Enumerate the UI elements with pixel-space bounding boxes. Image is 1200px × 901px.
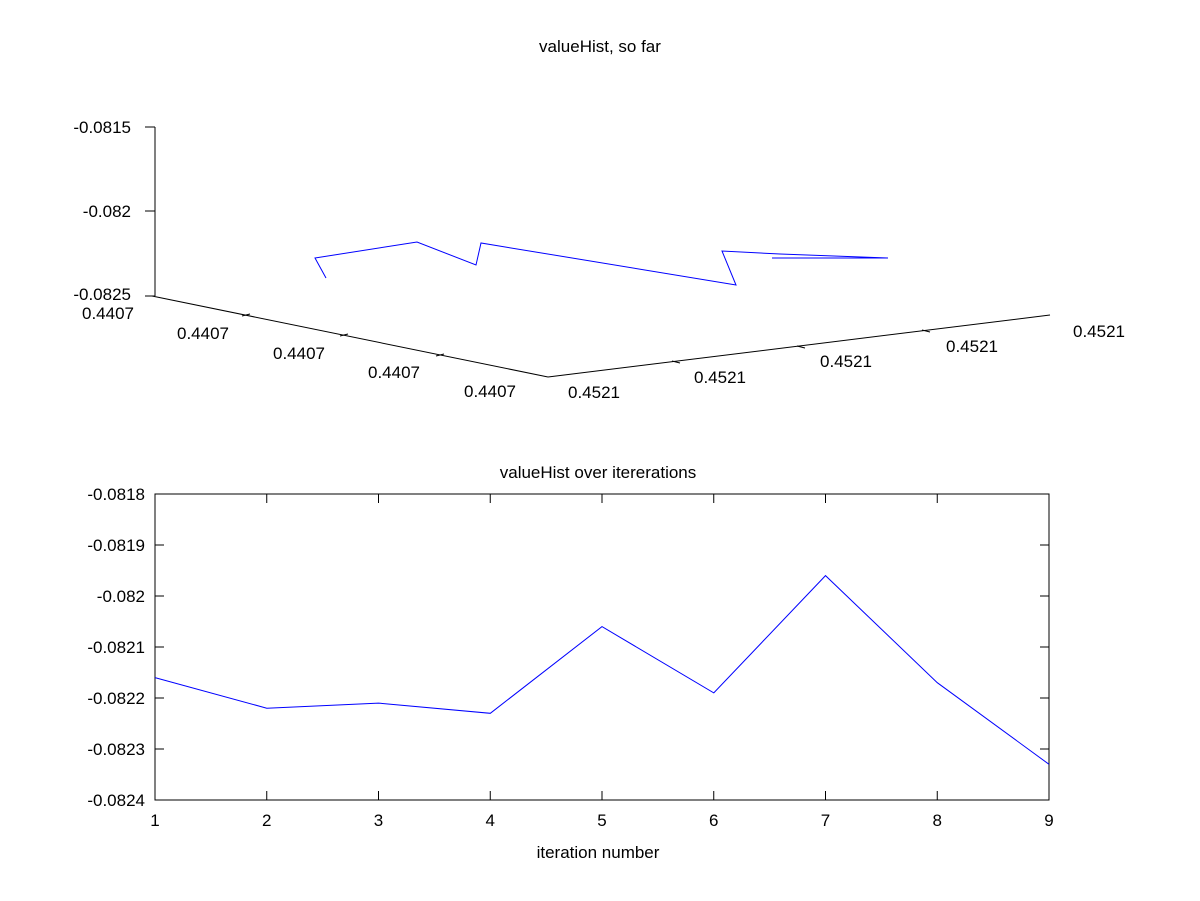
- x-tick-label: 0.4407: [368, 363, 420, 382]
- x-tick-label: 0.4407: [464, 382, 516, 401]
- x-tick-mark: [241, 313, 251, 317]
- y-tick-label: 0.4521: [694, 368, 746, 387]
- x-tick-label: 4: [486, 811, 495, 830]
- x-tick-label: 9: [1044, 811, 1053, 830]
- y-tick-label: -0.0819: [87, 536, 145, 555]
- y-tick-label: 0.4521: [820, 352, 872, 371]
- x-tick-label: 0.4407: [177, 324, 229, 343]
- y-tick-label: -0.0818: [87, 485, 145, 504]
- x-axis-label: iteration number: [537, 843, 660, 862]
- y-tick-mark: [671, 360, 681, 364]
- y-tick-label: 0.4521: [946, 337, 998, 356]
- subplot-3d-title: valueHist, so far: [539, 37, 661, 56]
- y-tick-mark: [921, 329, 931, 333]
- y-tick-label: -0.0821: [87, 638, 145, 657]
- x-tick-mark: [435, 353, 445, 357]
- z-tick-label: -0.0815: [73, 118, 131, 137]
- z-tick-label: -0.0825: [73, 285, 131, 304]
- x-tick-label: 8: [933, 811, 942, 830]
- x-tick-label: 5: [597, 811, 606, 830]
- trajectory-line-3d: [314, 241, 889, 286]
- x-tick-label: 3: [374, 811, 383, 830]
- y-axis-ticks: -0.0818 -0.0819 -0.082 -0.0821 -0.0822 -0.082…: [87, 485, 1049, 810]
- z-tick-label: -0.082: [83, 202, 131, 221]
- x-tick-label: 6: [709, 811, 718, 830]
- y-tick-mark: [796, 345, 806, 349]
- x-tick-mark: [339, 333, 349, 337]
- x-axis-line: [151, 295, 549, 378]
- x-tick-label: 0.4407: [82, 304, 134, 323]
- x-tick-label: 2: [262, 811, 271, 830]
- x-axis-ticks: 1 2 3 4 5 6 7 8 9: [150, 494, 1054, 830]
- y-tick-label: -0.0824: [87, 791, 145, 810]
- y-tick-label: -0.0822: [87, 689, 145, 708]
- y-tick-label: -0.0823: [87, 740, 145, 759]
- x-tick-label: 1: [150, 811, 159, 830]
- x-tick-label: 7: [821, 811, 830, 830]
- series-line: [154, 574, 1050, 765]
- y-tick-label: 0.4521: [1073, 322, 1125, 341]
- subplot-2d: valueHist over itererations -0.0818-0.08…: [87, 463, 1053, 862]
- y-tick-label: 0.4521: [568, 383, 620, 402]
- y-tick-label: -0.082: [97, 587, 145, 606]
- x-tick-label: 0.4407: [273, 344, 325, 363]
- subplot-3d: valueHist, so far -0.0815 -0.082 -0.0825…: [73, 37, 1125, 402]
- subplot-2d-title: valueHist over itererations: [500, 463, 697, 482]
